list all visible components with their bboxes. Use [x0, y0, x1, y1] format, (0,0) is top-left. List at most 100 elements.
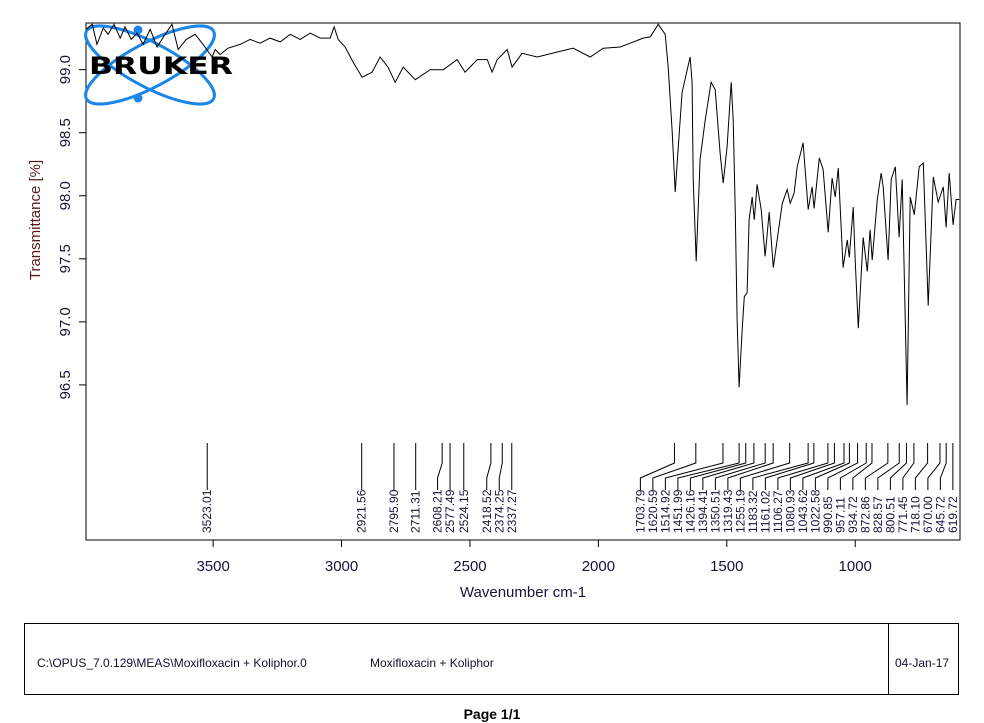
- peak-leader-line: [827, 443, 859, 490]
- peak-label: 1043.62: [796, 489, 810, 533]
- peak-label: 619.72: [946, 496, 960, 533]
- peak-label: 2711.31: [409, 490, 423, 533]
- peak-label: 1183.32: [746, 490, 760, 533]
- peak-leader-line: [777, 443, 829, 490]
- peak-label: 2608.21: [431, 489, 445, 533]
- x-tick-label: 1000: [839, 558, 872, 575]
- file-path: C:\OPUS_7.0.129\MEAS\Moxifloxacin + Koli…: [37, 656, 307, 670]
- peak-label: 1080.93: [783, 489, 797, 533]
- peak-marker: 2374.25: [492, 443, 506, 533]
- peak-marker: 670.00: [921, 443, 941, 533]
- peak-marker: 771.45: [896, 443, 915, 533]
- peak-marker: 1394.41: [696, 443, 755, 533]
- peak-label: 1394.41: [696, 489, 710, 533]
- sample-name: Moxifloxacin + Koliphor: [370, 656, 494, 670]
- x-axis-title: Wavenumber cm-1: [460, 584, 586, 601]
- peak-leader-line: [702, 443, 755, 490]
- peak-marker: 1080.93: [783, 443, 835, 533]
- peak-marker: 872.86: [858, 443, 889, 533]
- peak-marker: 1426.16: [683, 443, 747, 533]
- bruker-logo: BRUKER: [84, 24, 233, 106]
- peak-leader-line: [939, 443, 947, 490]
- peak-label: 1161.02: [758, 490, 772, 533]
- peak-marker: 2608.21: [431, 443, 445, 533]
- peak-label: 1620.59: [646, 489, 660, 533]
- peak-marker: 1255.19: [733, 443, 791, 533]
- peak-leader-line: [727, 443, 774, 490]
- y-axis-title: Transmittance [%]: [27, 160, 44, 280]
- y-tick-label: 96.5: [57, 370, 74, 399]
- peak-marker: 1106.27: [771, 443, 829, 533]
- peak-leader-line: [689, 443, 747, 490]
- y-tick-label: 98.5: [57, 118, 74, 147]
- svg-text:BRUKER: BRUKER: [89, 52, 233, 80]
- x-tick-label: 1500: [710, 558, 743, 575]
- footer-divider: [888, 624, 889, 694]
- peak-leader-line: [739, 443, 791, 490]
- peak-leader-line: [677, 443, 740, 490]
- peak-leader-line: [664, 443, 724, 490]
- peak-label: 828.57: [871, 496, 885, 533]
- peak-marker: 1183.32: [746, 443, 809, 533]
- peak-label: 1106.27: [771, 490, 785, 533]
- measurement-date: 04-Jan-17: [895, 656, 950, 670]
- peak-label: 1319.43: [721, 489, 735, 533]
- peak-marker: 619.72: [946, 443, 960, 533]
- peak-leader-line: [498, 443, 503, 490]
- peak-marker: 2711.31: [409, 443, 423, 533]
- peak-marker: 2418.52: [480, 443, 494, 533]
- peak-marker: 1620.59: [646, 443, 697, 533]
- y-tick-label: 99.0: [57, 55, 74, 84]
- peak-label: 2795.90: [387, 489, 401, 533]
- peak-label: 771.45: [896, 496, 910, 533]
- peak-label: 1255.19: [733, 489, 747, 533]
- peak-marker: 1043.62: [796, 443, 845, 533]
- peak-label: 957.11: [833, 497, 847, 533]
- peak-marker: 718.10: [908, 443, 929, 533]
- peak-leader-line: [652, 443, 697, 490]
- peak-marker: 1703.79: [633, 443, 675, 533]
- peak-marker: 828.57: [871, 443, 900, 533]
- peak-label: 1514.92: [658, 489, 672, 533]
- peak-label: 1022.58: [808, 489, 822, 533]
- peak-label: 1350.51: [708, 489, 722, 533]
- peak-label: 934.72: [846, 496, 860, 533]
- peak-label: 2418.52: [480, 489, 494, 533]
- peak-label: 2921.56: [355, 489, 369, 533]
- peak-leader-line: [486, 443, 492, 490]
- y-tick-label: 97.0: [57, 307, 74, 336]
- peak-marker: 2577.49: [443, 443, 457, 533]
- x-tick-label: 3500: [196, 558, 229, 575]
- peak-marker: 2524.15: [457, 443, 471, 533]
- peak-label: 645.72: [933, 496, 947, 533]
- peak-label: 800.51: [883, 496, 897, 533]
- peak-leader-line: [902, 443, 915, 490]
- peak-label: 1703.79: [633, 489, 647, 533]
- peak-label: 2524.15: [457, 489, 471, 533]
- peak-leader-line: [789, 443, 835, 490]
- peak-marker: 1022.58: [808, 443, 850, 533]
- x-tick-label: 2500: [453, 558, 486, 575]
- peak-label: 2577.49: [443, 489, 457, 533]
- x-tick-label: 2000: [582, 558, 615, 575]
- peak-label: 670.00: [921, 496, 935, 533]
- page-indicator: Page 1/1: [463, 706, 521, 722]
- peak-label: 1451.99: [671, 489, 685, 533]
- peak-leader-line: [927, 443, 941, 490]
- peak-leader-line: [639, 443, 675, 490]
- peak-label: 1426.16: [683, 489, 697, 533]
- y-tick-label: 98.0: [57, 181, 74, 210]
- peak-marker: 1451.99: [671, 443, 740, 533]
- peak-label: 2337.27: [505, 489, 519, 533]
- peak-leader-line: [814, 443, 850, 490]
- peak-marker: 2337.27: [505, 443, 519, 533]
- peak-leader-line: [839, 443, 867, 490]
- peak-marker: 2795.90: [387, 443, 401, 533]
- peak-leader-line: [877, 443, 900, 490]
- peak-label: 2374.25: [492, 489, 506, 533]
- peak-leader-line: [889, 443, 907, 490]
- footer-info-box: C:\OPUS_7.0.129\MEAS\Moxifloxacin + Koli…: [24, 623, 959, 695]
- peak-leader-line: [752, 443, 809, 490]
- peak-leader-line: [864, 443, 889, 490]
